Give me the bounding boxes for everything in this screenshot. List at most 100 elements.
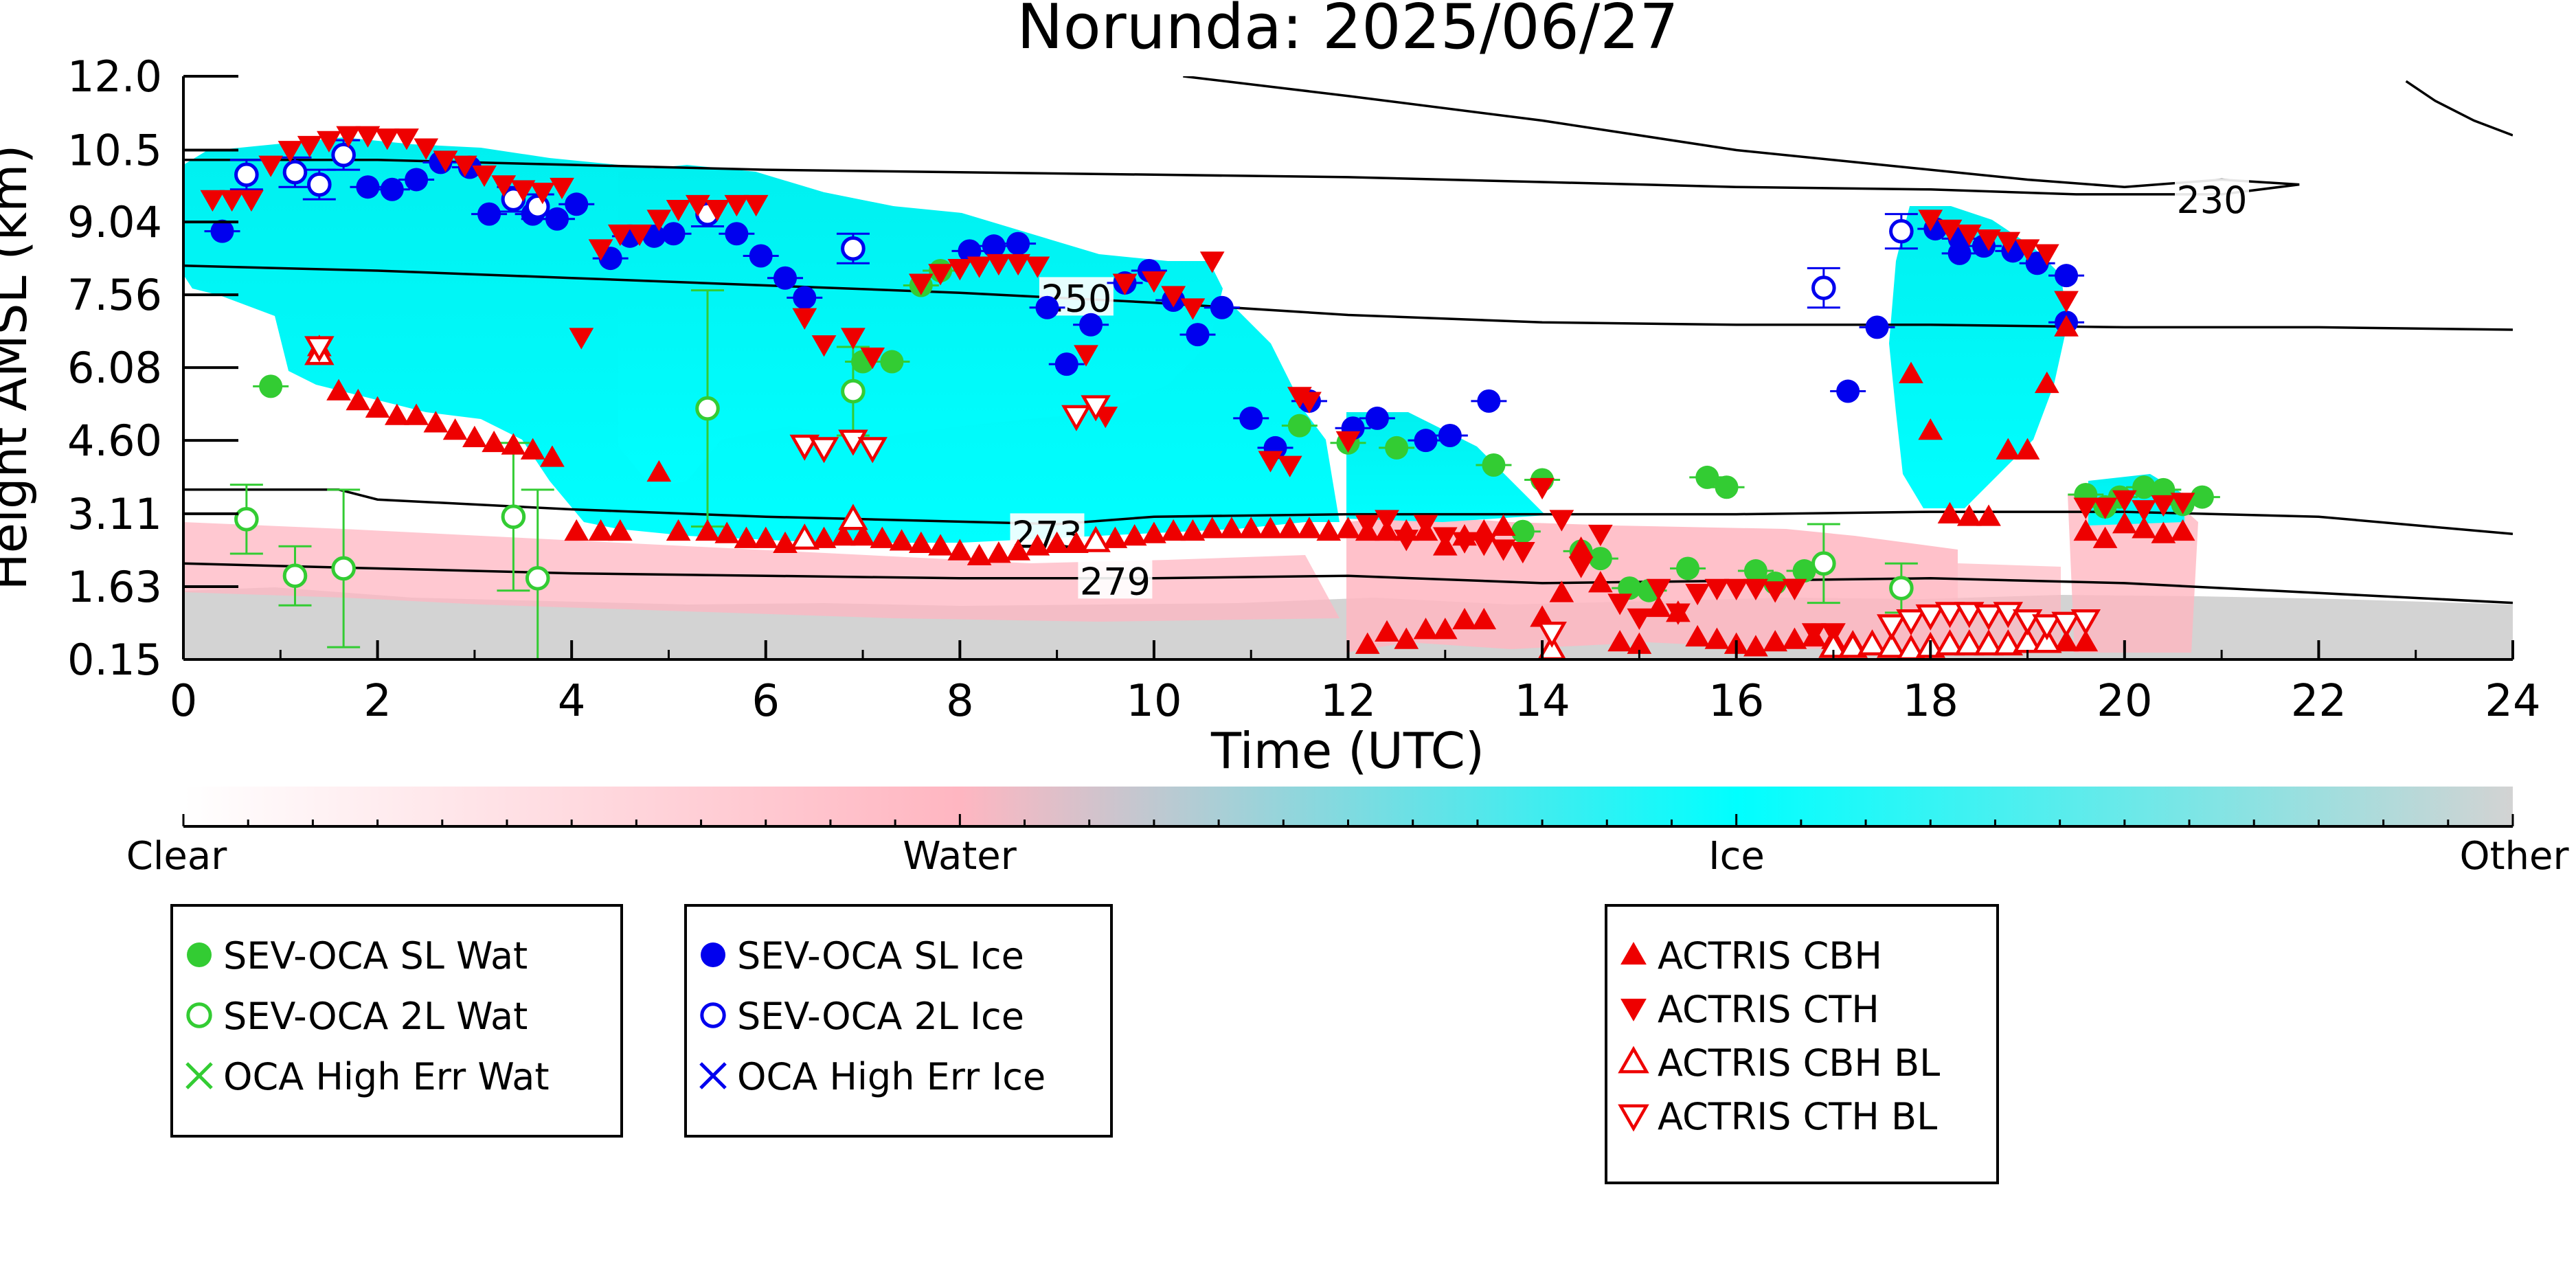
- actris-cth-point: [1743, 578, 1768, 600]
- sev-oca-2l-wat-point: [282, 563, 308, 589]
- actris-cbh-point: [520, 438, 545, 460]
- sev-oca-sl-ice-point: [662, 222, 686, 246]
- x-tick-label: 18: [1903, 676, 1958, 727]
- actris-cth-point: [841, 328, 866, 350]
- y-axis-label: Height AMSL (km): [0, 145, 38, 591]
- sev-oca-2l-ice-point: [1889, 218, 1914, 244]
- actris-cth-point: [433, 150, 458, 172]
- actris-cth-point: [2015, 239, 2040, 261]
- actris-cbh-point: [1452, 607, 1477, 630]
- actris-cth-point: [1724, 578, 1749, 600]
- sev-oca-sl-wat-point: [1792, 559, 1816, 583]
- actris-cbh-point: [1704, 627, 1730, 649]
- actris-cbh-point: [1996, 438, 2021, 460]
- sev-oca-2l-wat-point: [331, 556, 356, 581]
- sev-oca-sl-wat-point: [1715, 475, 1739, 499]
- legend-label-sev-oca-2l-wat: SEV-OCA 2L Wat: [223, 995, 528, 1038]
- actris-cth-point: [1530, 477, 1555, 500]
- actris-cth-point: [394, 128, 419, 150]
- actris-cth-point: [646, 210, 672, 231]
- actris-cth-point: [1006, 253, 1030, 276]
- actris-cbh-bl-point: [789, 523, 820, 550]
- legend-label-actris-cbh: ACTRIS CBH: [1658, 934, 1882, 978]
- actris-cbh-point: [2151, 521, 2176, 543]
- legend-label-sev-oca-2l-ice: SEV-OCA 2L Ice: [737, 995, 1024, 1038]
- legend-box-actris: [1605, 904, 1999, 1184]
- y-tick-label: 1.63: [67, 562, 162, 612]
- actris-cth-bl-point: [1896, 609, 1926, 636]
- actris-cth-point: [724, 194, 749, 217]
- actris-cth-point: [1588, 524, 1613, 547]
- actris-cth-bl-point: [1915, 604, 1945, 631]
- actris-cth-point: [1180, 298, 1206, 320]
- actris-cth-point: [1801, 623, 1827, 645]
- actris-cth-point: [530, 182, 555, 205]
- actris-cbh-point: [2073, 519, 2099, 541]
- actris-cth-point: [1025, 256, 1050, 278]
- sev-oca-2l-wat-point: [1889, 576, 1914, 600]
- actris-cth-point: [414, 138, 439, 160]
- sev-oca-sl-ice-point: [565, 192, 589, 216]
- x-tick-label: 16: [1708, 676, 1764, 727]
- actris-cbh-point: [1743, 635, 1768, 657]
- actris-cth-point: [1258, 451, 1283, 473]
- actris-cbh-point: [1297, 517, 1322, 539]
- actris-cbh-point: [646, 460, 672, 482]
- actris-cth-point: [239, 190, 264, 212]
- actris-cbh-point: [2132, 517, 2156, 539]
- actris-cth-point: [472, 165, 497, 188]
- sev-oca-2l-wat-point: [234, 507, 259, 532]
- isotherm-250: [183, 264, 2513, 331]
- legend-box-water: [170, 904, 623, 1138]
- isotherm-label-bg: [1078, 560, 1153, 599]
- sev-oca-sl-ice-point: [477, 202, 501, 226]
- actris-cth-bl-point: [1061, 405, 1092, 431]
- actris-cbh-point: [928, 534, 953, 556]
- actris-cth-point: [452, 155, 477, 177]
- isotherm-label-230: 230: [2176, 179, 2247, 222]
- colorbar-label-ice: Ice: [1708, 834, 1765, 879]
- legend-marker-actris-cbh-bl: [1618, 1046, 1649, 1074]
- actris-cbh-point: [1937, 501, 1963, 524]
- actris-cth-point: [1297, 392, 1322, 414]
- actris-cth-bl-point: [1081, 395, 1111, 422]
- actris-cbh-point: [1394, 627, 1419, 649]
- actris-cth-point: [1976, 229, 2001, 251]
- legend-marker-sev-oca-2l-wat: [186, 1002, 212, 1028]
- actris-cbh-point: [811, 526, 837, 548]
- sev-oca-sl-wat-point: [1588, 547, 1612, 571]
- actris-cbh-point: [1219, 517, 1244, 539]
- actris-cbh-bl-point: [1934, 629, 1965, 656]
- sev-oca-sl-ice-point: [1365, 406, 1389, 430]
- actris-cth-point: [1394, 530, 1419, 552]
- colorbar-label-clear: Clear: [126, 834, 227, 879]
- actris-cth-point: [607, 224, 633, 247]
- actris-cbh-point: [1549, 580, 1574, 602]
- actris-cbh-point: [365, 396, 390, 418]
- actris-cth-point: [1161, 286, 1186, 308]
- sev-oca-2l-ice-point: [234, 162, 259, 188]
- actris-cth-point: [278, 141, 303, 163]
- actris-cbh-point: [1103, 526, 1128, 548]
- sev-oca-sl-wat-point: [1385, 436, 1409, 460]
- actris-cbh-point: [423, 411, 449, 433]
- sev-oca-sl-ice-point: [1477, 389, 1501, 413]
- x-tick-label: 10: [1126, 676, 1182, 727]
- actris-cth-bl-point: [838, 429, 868, 456]
- actris-cbh-point: [1413, 618, 1438, 640]
- sev-oca-2l-ice-point: [331, 142, 356, 168]
- actris-cth-point: [928, 264, 953, 286]
- y-tick-label: 9.04: [67, 197, 162, 247]
- legend-marker-sev-oca-2l-ice: [700, 1002, 726, 1028]
- actris-cth-point: [1074, 345, 1098, 367]
- actris-cbh-point: [1122, 524, 1147, 546]
- actris-cbh-point: [540, 445, 565, 467]
- y-tick-label: 3.11: [67, 489, 162, 539]
- actris-cbh-point: [1432, 618, 1458, 640]
- sev-oca-2l-ice-point: [307, 172, 332, 197]
- actris-cth-point: [588, 239, 613, 261]
- y-tick-label: 0.15: [67, 635, 162, 685]
- actris-cth-point: [1782, 578, 1807, 600]
- actris-cbh-bl-point: [838, 504, 868, 530]
- x-tick-label: 4: [558, 676, 586, 727]
